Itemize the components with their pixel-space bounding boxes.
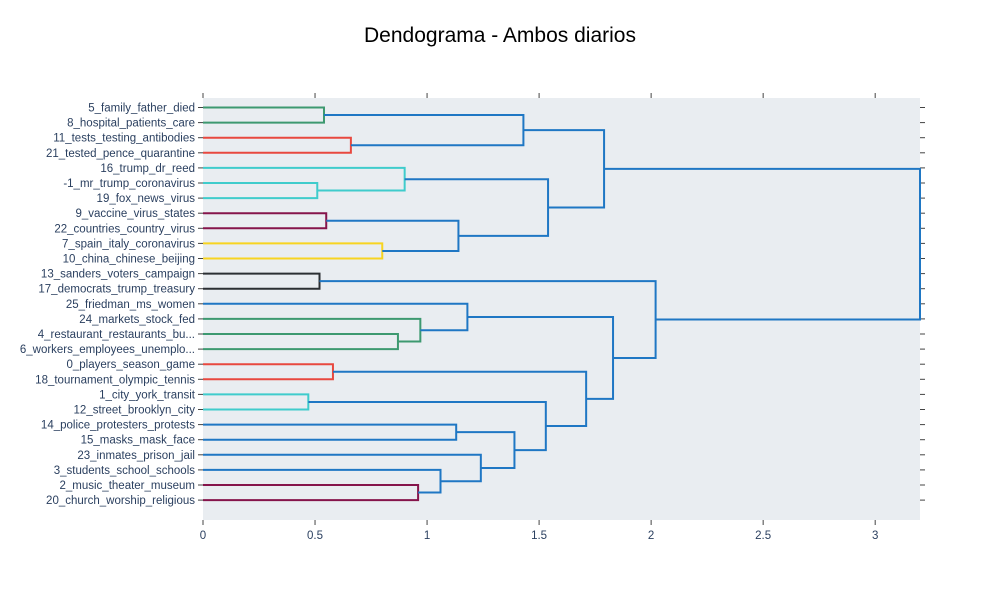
leaf-label: 7_spain_italy_coronavirus (62, 238, 195, 250)
chart-title: Dendograma - Ambos diarios (364, 24, 636, 47)
x-tick-label: 2.5 (755, 530, 771, 542)
x-tick-label: 1.5 (531, 530, 547, 542)
leaf-label: 23_inmates_prison_jail (77, 450, 195, 462)
dendrogram-link (326, 219, 460, 252)
leaf-label: 20_church_worship_religious (46, 495, 195, 507)
dendrogram-link (203, 136, 352, 154)
leaf-label: 5_family_father_died (88, 103, 195, 115)
dendrogram-link (404, 178, 550, 237)
leaf-label: 11_tests_testing_antibodies (53, 133, 195, 145)
leaf-label: 15_masks_mask_face (81, 435, 195, 447)
leaf-label: 0_players_season_game (66, 359, 195, 371)
leaf-label: 4_restaurant_restaurants_bu... (38, 329, 195, 341)
dendrogram-link (604, 167, 921, 321)
dendrogram-link (319, 280, 657, 359)
leaf-label: 1_city_york_transit (99, 389, 196, 401)
leaf-label: 21_tested_pence_quarantine (46, 148, 195, 160)
leaf-label: 22_countries_country_virus (54, 223, 195, 235)
dendrogram-link (203, 393, 310, 411)
leaf-label: 24_markets_stock_fed (79, 314, 195, 326)
leaf-label: 8_hospital_patients_care (67, 118, 195, 130)
leaf-label: 16_trump_dr_reed (100, 163, 195, 175)
leaf-label: -1_mr_trump_coronavirus (63, 178, 195, 190)
dendrogram-link (203, 212, 328, 230)
leaf-label: 6_workers_employees_unemplo... (20, 344, 195, 356)
dendrogram-link (467, 316, 615, 400)
leaf-label: 12_street_brooklyn_city (74, 405, 196, 417)
dendrogram-link (203, 453, 482, 483)
leaf-label: 13_sanders_voters_campaign (41, 269, 195, 281)
leaf-label: 9_vaccine_virus_states (75, 208, 195, 220)
x-tick-label: 0 (200, 530, 206, 542)
dendrogram-link (323, 114, 525, 147)
dendrogram-link (203, 333, 399, 351)
leaf-label: 19_fox_news_virus (97, 193, 196, 205)
leaf-label: 18_tournament_olympic_tennis (35, 374, 195, 386)
leaf-label: 2_music_theater_museum (59, 480, 195, 492)
y-axis: 5_family_father_died 8_hospital_patients_… (20, 103, 925, 507)
x-axis: 0 0.5 1 1.5 2 2.5 3 (200, 93, 878, 542)
x-tick-label: 1 (424, 530, 430, 542)
dendrogram-link (203, 468, 442, 494)
dendrogram-link (203, 166, 406, 192)
dendrogram-links (203, 106, 921, 502)
x-tick-label: 3 (872, 530, 878, 542)
dendrogram-link (203, 363, 334, 381)
leaf-label: 10_china_chinese_beijing (63, 254, 195, 266)
leaf-label: 25_friedman_ms_women (66, 299, 195, 311)
x-tick-label: 2 (648, 530, 654, 542)
leaf-label: 3_students_school_schools (54, 465, 196, 477)
leaf-label: 17_democrats_trump_treasury (38, 284, 195, 296)
leaf-label: 14_police_protesters_protests (41, 420, 195, 432)
plot-area (203, 98, 920, 520)
x-tick-label: 0.5 (307, 530, 323, 542)
